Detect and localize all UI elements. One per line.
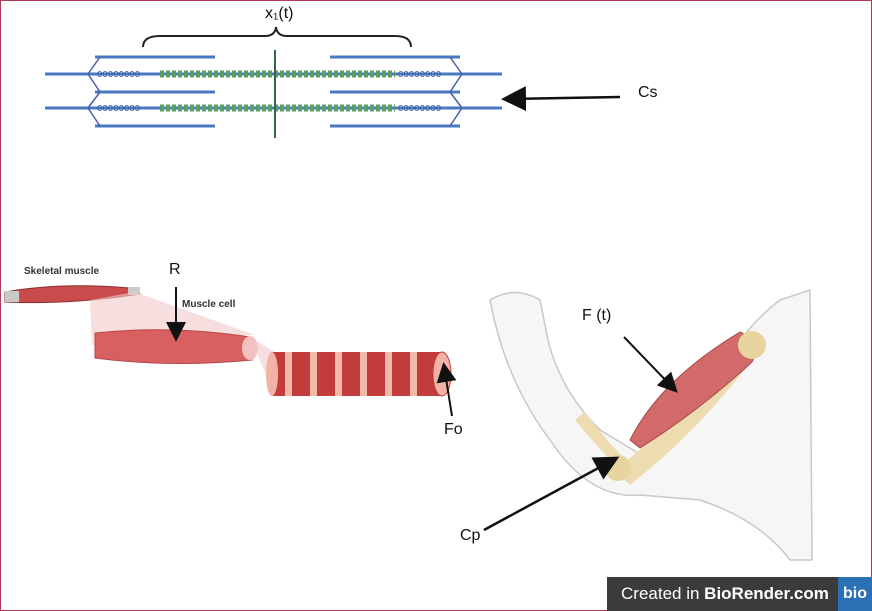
watermark-prefix: Created in [621, 584, 705, 603]
r-label: R [169, 261, 181, 278]
sarcomere-row-2: OOOOOOOO OOOOOOOO [45, 91, 502, 128]
ft-label: F (t) [582, 307, 612, 324]
sarcomere-row-1: OOOOOOOO OOOOOOOO [45, 55, 502, 94]
cp-arrow [483, 456, 620, 532]
x1-brace [142, 26, 412, 48]
shoulder-joint [738, 331, 766, 359]
elbow-joint [605, 455, 631, 481]
svg-text:OOOOOOOO: OOOOOOOO [97, 70, 140, 80]
myofibril-shape [266, 351, 452, 397]
fo-label: Fo [444, 421, 463, 438]
watermark-brand: BioRender.com [704, 584, 829, 603]
cs-arrow [501, 86, 621, 112]
muscle-hierarchy [4, 285, 457, 417]
svg-text:OOOOOOOO: OOOOOOOO [97, 104, 140, 114]
watermark-text: Created in BioRender.com [607, 584, 838, 604]
sarcomere-diagram: OOOOOOOO OOOOOOOO OOOOOOOO OOOOOOOO [45, 26, 621, 138]
svg-text:OOOOOOOO: OOOOOOOO [398, 104, 441, 114]
biorender-watermark: Created in BioRender.com bio [607, 577, 872, 611]
x1-label: x₁(t) [265, 5, 294, 22]
fo-arrow [436, 362, 457, 417]
skeletal-muscle-label: Skeletal muscle [24, 266, 100, 277]
cp-label: Cp [460, 527, 481, 544]
ft-arrow [623, 336, 678, 393]
muscle-cell-label: Muscle cell [182, 299, 236, 310]
biorender-logo-icon: bio [838, 577, 872, 611]
svg-text:OOOOOOOO: OOOOOOOO [398, 70, 441, 80]
muscle-cell-shape [94, 329, 253, 365]
cs-label: Cs [638, 84, 658, 101]
arm-illustration [483, 288, 813, 561]
